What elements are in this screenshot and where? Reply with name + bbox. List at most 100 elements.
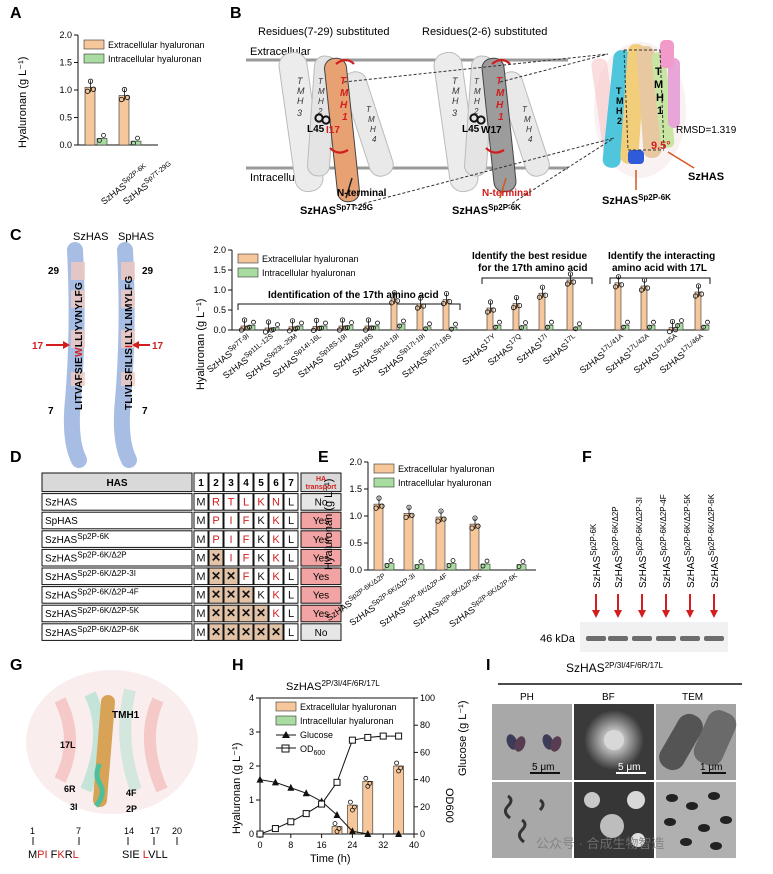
panel-e-1-extra-point [409, 512, 415, 518]
panel-e-ticklabel: 2.0 [349, 457, 362, 467]
panel-c-9-extra-bar [486, 307, 494, 331]
table-residue-cell [193, 530, 209, 548]
tmh1-helix-grey [481, 57, 517, 193]
svg-text:2: 2 [317, 107, 323, 116]
panel-letter-d: D [10, 449, 22, 466]
panel-c-3-extra-point [316, 325, 323, 331]
panel-g-label-3i: 3I [70, 802, 78, 812]
table-residue: F [243, 552, 250, 564]
panel-c-8-intra-bar [450, 326, 458, 331]
table-residue-cell [283, 548, 299, 567]
table-residue: K [272, 552, 280, 564]
panel-c-13-extra-bar [614, 282, 622, 331]
panel-c-12-intra-point [577, 321, 582, 327]
table-residue: L [288, 627, 294, 639]
panel-e-1-intra-point [414, 564, 420, 569]
panel-c-3-intra-point [319, 325, 324, 331]
panel-a-0-intra-bar [96, 138, 108, 146]
panel-h-od-point [364, 733, 372, 741]
table-residue-cell [238, 567, 254, 586]
pos-17: 17 [150, 826, 160, 836]
table-row-name: SzHASSp2P-6K/Δ2P-5K [45, 606, 140, 620]
panel-e-3-intra-point [480, 563, 486, 569]
panel-c-16-extra-point [692, 293, 699, 299]
panel-c-category-label: SzHASSp17I-18S [400, 333, 456, 380]
table-residue: L [288, 497, 294, 509]
panel-h-yticklabel-right: 40 [420, 775, 430, 785]
panel-h-bar-point [349, 807, 355, 813]
panel-c-11-intra-point [545, 324, 550, 330]
table-residue: P [212, 515, 219, 527]
panel-h-bar-point [363, 775, 369, 781]
svg-text:M: M [474, 87, 481, 96]
group-3-label-1: Identify the interacting [608, 251, 715, 262]
panel-f-band [680, 636, 700, 641]
panel-c-3-extra-point [310, 327, 317, 333]
panel-h-xlabel: Time (h) [310, 853, 351, 865]
table-row-name: SpHAS [45, 516, 78, 527]
table-transport-cell [300, 586, 342, 604]
svg-text:T: T [366, 105, 372, 114]
svg-text:M: M [496, 88, 505, 99]
panel-c-5-intra-point [371, 325, 376, 331]
panel-h-od-point [333, 778, 341, 786]
panel-e-2-intra-bar [446, 563, 457, 571]
table-name-cell [41, 623, 193, 641]
table-residue-cell [283, 586, 299, 604]
panel-c-14-intra-point [651, 319, 656, 325]
panel-c-10-intra-bar [520, 325, 528, 331]
table-row-name: SzHAS [45, 498, 78, 509]
panel-f-band [632, 636, 652, 641]
table-header-pos: 5 [258, 478, 264, 489]
table-residue-cell [208, 567, 224, 586]
table-residue-cell [208, 586, 224, 604]
panel-c-ticklabel: 0.0 [213, 325, 226, 335]
table-residue: ✕ [211, 569, 221, 583]
panel-c-9-extra-point [490, 307, 497, 313]
panel-c-6-intra-point [397, 323, 402, 329]
panel-f-lane-arrowhead [592, 610, 600, 618]
panel-a-ticklabel: 1.5 [59, 58, 72, 68]
table-residue-cell [223, 586, 239, 604]
panel-e-0-extra-point [373, 505, 379, 511]
panel-f-lane-arrowhead [662, 610, 670, 618]
panel-c-4-intra-point [349, 320, 354, 326]
structure-1-name: SzHASSp7T-29G [300, 203, 373, 217]
panel-h-glucose-point [302, 789, 310, 797]
table-residue-cell [223, 548, 239, 567]
panel-f-band [656, 636, 676, 641]
table-transport-cell [300, 530, 342, 548]
panel-e-3-extra-point [469, 525, 475, 531]
panel-f-band [704, 636, 724, 641]
svg-text:H: H [496, 100, 504, 111]
panel-g-seq-2: SIE LVLL [122, 849, 168, 861]
panel-e-4-intra-point [516, 564, 522, 569]
panel-letter-f: F [582, 449, 592, 466]
table-residue: ✕ [211, 625, 221, 639]
table-residue-cell [193, 623, 209, 641]
table-header-transport-2: transport [306, 484, 337, 491]
panel-c-7-intra-bar [424, 326, 432, 331]
panel-h-title: SzHAS2P/3I/4F/6R/17L [286, 679, 380, 693]
panel-h-ylabel-od: OD600 [443, 788, 455, 823]
col-bf: BF [602, 692, 615, 703]
panel-c-legend-extra: Extracellular hyaluronan [262, 254, 359, 264]
table-residue: ✕ [241, 588, 251, 602]
panel-c-1-extra-point [262, 329, 269, 335]
table-residue: P [212, 534, 219, 546]
table-residue: K [272, 590, 280, 602]
structure-3-name: SzHASSp2P-6K [602, 193, 671, 207]
svg-text:H: H [474, 97, 480, 106]
table-residue: M [196, 552, 205, 564]
table-transport-value: Yes [313, 516, 329, 527]
table-residue-cell [268, 548, 284, 567]
table-residue: ✕ [226, 588, 236, 602]
table-residue: L [288, 590, 294, 602]
table-residue: M [196, 608, 205, 620]
group-1-label: Identification of the 17th amino acid [268, 290, 439, 301]
panel-c-16-extra-bar [694, 291, 702, 331]
panel-h-yticklabel-right: 100 [420, 693, 435, 703]
table-residue: ✕ [256, 606, 266, 620]
pos29-left: 29 [48, 266, 60, 277]
table-name-cell [41, 548, 193, 567]
